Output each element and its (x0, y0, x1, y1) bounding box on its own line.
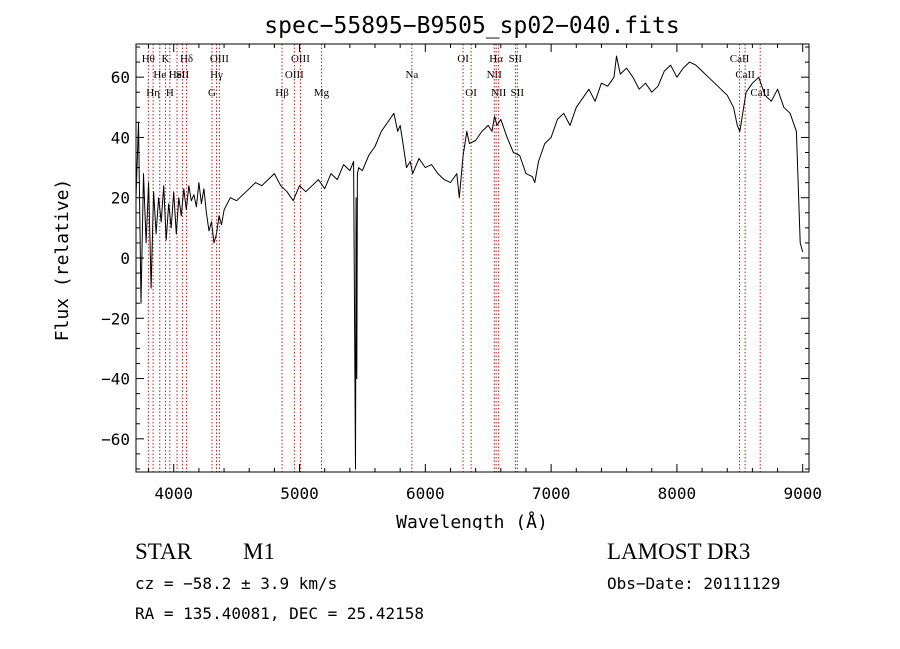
marker-label: He (153, 69, 166, 81)
y-tick-label: 20 (111, 189, 130, 208)
redshift-cz: cz = −58.2 ± 3.9 km/s (135, 574, 338, 593)
x-axis-label: Wavelength (Å) (396, 511, 548, 530)
observation-date: Obs−Date: 20111129 (607, 574, 781, 593)
y-tick-label: 40 (111, 128, 130, 147)
y-tick-label: −60 (101, 430, 130, 449)
marker-label: Hγ (210, 69, 223, 81)
x-tick-label: 9000 (783, 484, 822, 503)
marker-label: Mg (314, 87, 330, 99)
marker-label: OIII (210, 53, 229, 65)
marker-label: OI (465, 87, 477, 99)
marker-label: H (166, 87, 174, 99)
marker-label: SII (511, 87, 525, 99)
emission-line-markers: HθHηHeKHHeISIIHδGHγOIIIHβOIIIOIIIMgNaOIO… (142, 44, 770, 472)
marker-label: NII (491, 87, 507, 99)
marker-label: Hθ (142, 53, 155, 65)
marker-label: G (208, 87, 216, 99)
survey-name: LAMOST DR3 (607, 539, 751, 564)
marker-label: Hβ (275, 87, 289, 99)
x-tick-label: 6000 (406, 484, 445, 503)
spectrum-line (135, 55, 804, 470)
marker-label: Hα (489, 53, 503, 65)
spectrum-chart: spec−55895−B9505_sp02−040.fits HθHηHeKHH… (52, 13, 822, 530)
spectrum-series (135, 55, 804, 470)
marker-label: OIII (291, 53, 310, 65)
y-axis-ticks: −60 −40 −20 0 20 40 60 (101, 46, 809, 470)
y-axis-label: Flux (relative) (52, 179, 73, 342)
object-class: STAR (135, 539, 192, 564)
plot-frame (135, 43, 810, 473)
y-tick-label: −20 (101, 309, 130, 328)
marker-label: SII (176, 69, 190, 81)
y-tick-label: 0 (120, 249, 130, 268)
x-axis-ticks: 4000 5000 6000 7000 8000 9000 (148, 44, 822, 503)
marker-label: OIII (285, 69, 304, 81)
marker-label: OI (457, 53, 469, 65)
object-subclass: M1 (243, 539, 275, 564)
marker-label: Hδ (180, 53, 193, 65)
marker-label: CaII (735, 69, 755, 81)
y-tick-label: −40 (101, 370, 130, 389)
chart-title: spec−55895−B9505_sp02−040.fits (264, 13, 679, 39)
marker-label: HeI (169, 69, 186, 81)
x-tick-label: 8000 (658, 484, 697, 503)
x-tick-label: 7000 (532, 484, 571, 503)
marker-label: NII (487, 69, 503, 81)
coordinates: RA = 135.40081, DEC = 25.42158 (135, 604, 424, 623)
marker-label: Hη (146, 87, 160, 99)
marker-label: CaII (730, 53, 750, 65)
x-tick-label: 5000 (280, 484, 319, 503)
marker-label: K (161, 53, 169, 65)
marker-label: Na (405, 69, 418, 81)
y-tick-label: 60 (111, 68, 130, 87)
marker-label: SII (509, 53, 523, 65)
x-tick-label: 4000 (154, 484, 193, 503)
